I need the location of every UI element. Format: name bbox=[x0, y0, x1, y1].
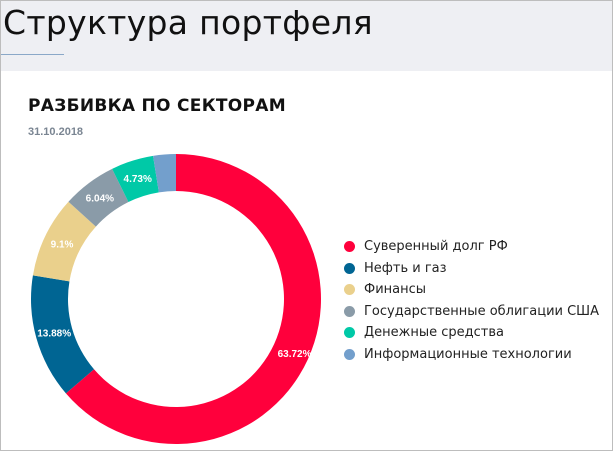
donut-segment[interactable] bbox=[153, 154, 176, 193]
legend-item[interactable]: Государственные облигации США bbox=[344, 301, 599, 323]
chart-legend: Суверенный долг РФ Нефть и газ Финансы Г… bbox=[344, 236, 599, 365]
legend-label: Финансы bbox=[364, 282, 427, 298]
donut-segment[interactable] bbox=[31, 275, 95, 394]
page-header: Структура портфеля bbox=[1, 1, 612, 71]
donut-segment[interactable] bbox=[32, 201, 96, 282]
legend-item[interactable]: Суверенный долг РФ bbox=[344, 236, 599, 258]
legend-dot-icon bbox=[344, 348, 355, 360]
donut-segment[interactable] bbox=[112, 155, 159, 203]
legend-label: Государственные облигации США bbox=[364, 303, 599, 319]
title-underline bbox=[1, 54, 64, 55]
legend-label: Нефть и газ bbox=[364, 260, 447, 276]
segment-value-label: 6.04% bbox=[86, 193, 114, 204]
legend-item[interactable]: Информационные технологии bbox=[344, 344, 599, 366]
legend-dot-icon bbox=[344, 327, 355, 339]
donut-segment[interactable] bbox=[65, 154, 321, 445]
segment-value-label: 4.73% bbox=[124, 174, 152, 185]
legend-item[interactable]: Денежные средства bbox=[344, 322, 599, 344]
report-date: 31.10.2018 bbox=[28, 126, 84, 138]
legend-label: Информационные технологии bbox=[364, 346, 572, 362]
legend-label: Суверенный долг РФ bbox=[364, 239, 508, 255]
legend-dot-icon bbox=[344, 284, 355, 296]
segment-value-label: 13.88% bbox=[37, 329, 71, 340]
legend-dot-icon bbox=[344, 305, 355, 317]
page-title: Структура портфеля bbox=[3, 3, 373, 42]
legend-label: Денежные средства bbox=[364, 325, 504, 341]
legend-item[interactable]: Нефть и газ bbox=[344, 258, 599, 280]
segment-value-label: 9.1% bbox=[51, 240, 74, 251]
legend-dot-icon bbox=[344, 241, 355, 253]
segment-value-label: 63.72% bbox=[278, 349, 312, 360]
donut-segment[interactable] bbox=[68, 168, 129, 227]
legend-item[interactable]: Финансы bbox=[344, 279, 599, 301]
legend-dot-icon bbox=[344, 262, 355, 274]
section-title: РАЗБИВКА ПО СЕКТОРАМ bbox=[28, 96, 286, 116]
